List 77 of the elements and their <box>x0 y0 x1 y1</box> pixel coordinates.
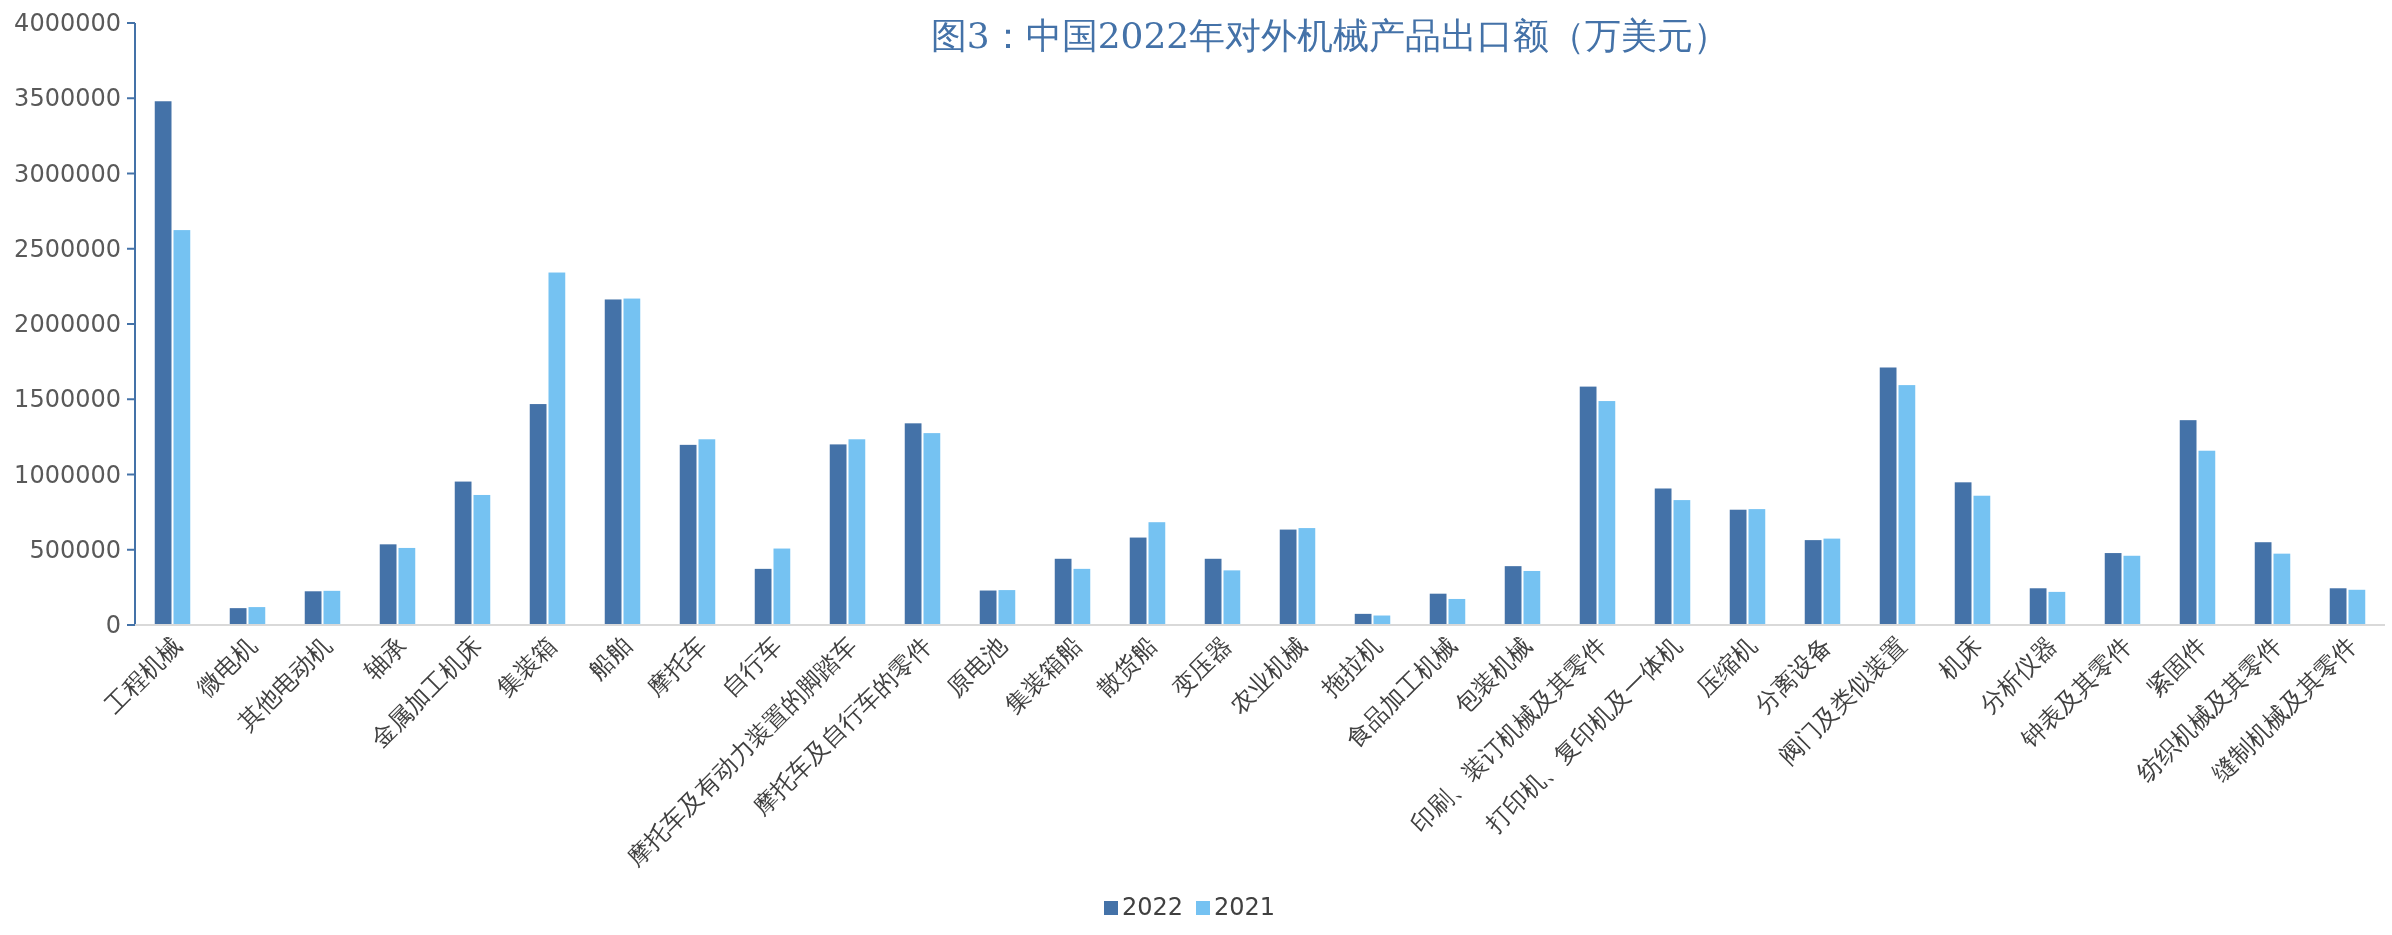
bar <box>2179 420 2197 625</box>
bar <box>1204 558 1222 625</box>
y-tick-label: 500000 <box>29 535 121 564</box>
bar <box>1523 570 1541 625</box>
bar <box>679 444 697 625</box>
bar <box>698 439 716 625</box>
y-tick-label: 3000000 <box>14 159 121 188</box>
bar <box>454 481 472 625</box>
x-tick-label: 散货船 <box>1091 631 1162 703</box>
bar <box>548 272 566 625</box>
bar <box>2329 588 2347 625</box>
bar <box>1129 537 1147 625</box>
bar <box>2348 589 2366 625</box>
x-tick-label: 轴承 <box>358 631 412 686</box>
bar <box>998 590 1016 625</box>
bar <box>1598 401 1616 625</box>
y-tick-label: 1000000 <box>14 460 121 489</box>
bar <box>1973 495 1991 625</box>
bar <box>979 590 997 625</box>
bar <box>773 548 791 625</box>
bar <box>1898 385 1916 625</box>
y-tick-label: 2500000 <box>14 234 121 263</box>
bar <box>323 590 341 625</box>
x-tick-label: 集装箱 <box>491 631 562 703</box>
bar <box>398 547 416 625</box>
bar <box>154 101 172 625</box>
bar <box>1879 367 1897 625</box>
bar <box>604 299 622 625</box>
y-tick-label: 1500000 <box>14 385 121 414</box>
y-tick-label: 2000000 <box>14 310 121 338</box>
bar <box>1448 598 1466 625</box>
bar <box>1654 488 1672 625</box>
bar <box>1504 566 1522 625</box>
bar <box>1298 528 1316 625</box>
bar <box>754 568 772 625</box>
bar <box>2048 591 2066 625</box>
bar <box>2198 450 2216 625</box>
bar <box>1054 558 1072 625</box>
bar <box>1223 570 1241 625</box>
y-tick-label: 4000000 <box>14 9 121 37</box>
bar <box>1354 613 1372 625</box>
bar <box>1804 540 1822 625</box>
bar <box>248 607 266 625</box>
bar <box>2029 588 2047 625</box>
bar <box>379 544 397 625</box>
x-tick-label: 摩托车 <box>641 631 712 703</box>
bar <box>848 439 866 625</box>
bar <box>1073 568 1091 625</box>
bar <box>304 591 322 625</box>
bar <box>923 433 941 625</box>
bar <box>2254 542 2272 625</box>
bar <box>229 608 247 625</box>
bar <box>2273 553 2291 625</box>
bar <box>529 404 547 625</box>
bar <box>904 423 922 625</box>
bar <box>2104 553 2122 625</box>
bar <box>1279 529 1297 625</box>
bar <box>1429 593 1447 625</box>
bar <box>473 494 491 625</box>
legend-label: 2021 <box>1214 893 1276 921</box>
y-tick-label: 0 <box>105 611 121 639</box>
bar <box>623 298 641 625</box>
bar <box>1673 500 1691 625</box>
legend-label: 2022 <box>1122 893 1184 921</box>
bar <box>829 444 847 625</box>
bar <box>1823 538 1841 625</box>
bar <box>1148 522 1166 625</box>
bar <box>1729 509 1747 625</box>
bar <box>173 230 191 625</box>
bar <box>2123 555 2141 625</box>
bar <box>1748 509 1766 625</box>
x-tick-label: 机床 <box>1933 631 1987 686</box>
y-tick-label: 3500000 <box>14 84 121 113</box>
bar <box>1954 482 1972 625</box>
chart-title: 图3：中国2022年对外机械产品出口额（万美元） <box>930 15 1730 56</box>
x-tick-label: 船舶 <box>583 631 637 686</box>
bar <box>1579 386 1597 625</box>
